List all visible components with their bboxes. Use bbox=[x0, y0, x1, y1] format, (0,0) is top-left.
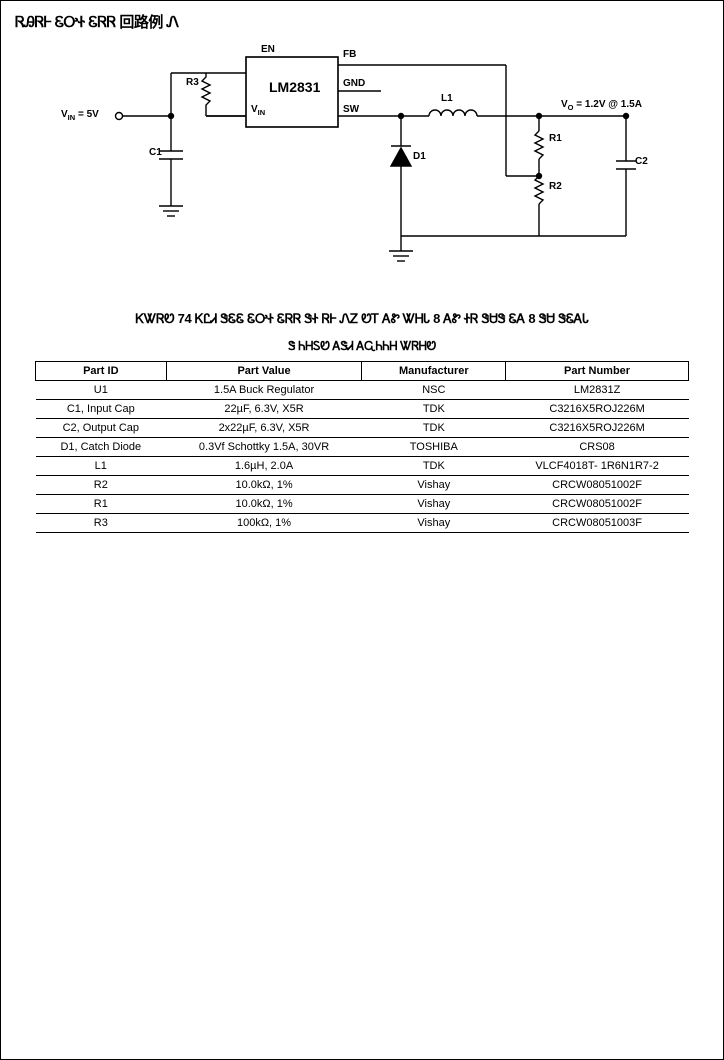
table-cell: 10.0kΩ, 1% bbox=[166, 476, 362, 495]
r1-label: R1 bbox=[549, 133, 562, 144]
figure-caption: ᏦᏔᏒᏬ 74 ᏦᏝᏗ ᏕᏋᏋ ᏋᎤᏐ ᏋᏒᏒ ᏕᏐ ᏒᎰ ᏁᏃ ᏬᎢ ᎪᏑ Ꮤ… bbox=[1, 311, 723, 327]
table-row: U11.5A Buck RegulatorNSCLM2831Z bbox=[36, 381, 689, 400]
table-cell: Vishay bbox=[362, 476, 506, 495]
table-row: C1, Input Cap22µF, 6.3V, X5RTDKC3216X5RO… bbox=[36, 400, 689, 419]
table-cell: 22µF, 6.3V, X5R bbox=[166, 400, 362, 419]
page-title: ᏒᎯᏒᎰ ᏋᎤᏐ ᏋᏒᏒ 回路例 Ꮑ bbox=[15, 11, 179, 32]
table-cell: Vishay bbox=[362, 514, 506, 533]
table-cell: LM2831Z bbox=[506, 381, 689, 400]
pin-vin-label: VIN bbox=[251, 104, 265, 117]
d1-label: D1 bbox=[413, 151, 426, 162]
table-cell: C3216X5ROJ226M bbox=[506, 419, 689, 438]
pin-sw-label: SW bbox=[343, 104, 359, 115]
vin-label: VIN = 5V bbox=[61, 109, 99, 122]
table-cell: CRS08 bbox=[506, 438, 689, 457]
table-cell: C3216X5ROJ226M bbox=[506, 400, 689, 419]
l1-label: L1 bbox=[441, 93, 453, 104]
table-cell: R1 bbox=[36, 495, 167, 514]
bom-table-wrap: Part ID Part Value Manufacturer Part Num… bbox=[35, 361, 689, 533]
pin-fb-label: FB bbox=[343, 49, 356, 60]
ic-label: LM2831 bbox=[269, 79, 320, 95]
table-cell: TOSHIBA bbox=[362, 438, 506, 457]
col-part-value: Part Value bbox=[166, 362, 362, 381]
table-cell: L1 bbox=[36, 457, 167, 476]
table-cell: 10.0kΩ, 1% bbox=[166, 495, 362, 514]
schematic-figure: EN FB GND VIN SW LM2831 VIN = 5V VO = 1.… bbox=[41, 41, 681, 301]
table-cell: TDK bbox=[362, 457, 506, 476]
table-row: L11.6µH, 2.0ATDKVLCF4018T- 1R6N1R7-2 bbox=[36, 457, 689, 476]
table-cell: CRCW08051002F bbox=[506, 495, 689, 514]
table-cell: VLCF4018T- 1R6N1R7-2 bbox=[506, 457, 689, 476]
table-cell: NSC bbox=[362, 381, 506, 400]
table-cell: TDK bbox=[362, 400, 506, 419]
table-cell: CRCW08051003F bbox=[506, 514, 689, 533]
table-cell: C1, Input Cap bbox=[36, 400, 167, 419]
col-part-id: Part ID bbox=[36, 362, 167, 381]
pin-en-label: EN bbox=[261, 44, 275, 55]
table-cell: 1.6µH, 2.0A bbox=[166, 457, 362, 476]
r2-label: R2 bbox=[549, 181, 562, 192]
table-cell: R2 bbox=[36, 476, 167, 495]
table-cell: U1 bbox=[36, 381, 167, 400]
table-cell: 2x22µF, 6.3V, X5R bbox=[166, 419, 362, 438]
col-part-number: Part Number bbox=[506, 362, 689, 381]
table-cell: TDK bbox=[362, 419, 506, 438]
table-cell: 0.3Vf Schottky 1.5A, 30VR bbox=[166, 438, 362, 457]
col-manufacturer: Manufacturer bbox=[362, 362, 506, 381]
table-header-row: Part ID Part Value Manufacturer Part Num… bbox=[36, 362, 689, 381]
table-cell: D1, Catch Diode bbox=[36, 438, 167, 457]
c2-label: C2 bbox=[635, 156, 648, 167]
c1-label: C1 bbox=[149, 147, 162, 158]
table-row: D1, Catch Diode0.3Vf Schottky 1.5A, 30VR… bbox=[36, 438, 689, 457]
table-row: R3100kΩ, 1%VishayCRCW08051003F bbox=[36, 514, 689, 533]
r3-label: R3 bbox=[186, 77, 199, 88]
vo-label: VO = 1.2V @ 1.5A bbox=[561, 99, 642, 112]
pin-gnd-label: GND bbox=[343, 78, 365, 89]
table-cell: 1.5A Buck Regulator bbox=[166, 381, 362, 400]
table-row: R210.0kΩ, 1%VishayCRCW08051002F bbox=[36, 476, 689, 495]
table-cell: C2, Output Cap bbox=[36, 419, 167, 438]
table-row: C2, Output Cap2x22µF, 6.3V, X5RTDKC3216X… bbox=[36, 419, 689, 438]
table-cell: R3 bbox=[36, 514, 167, 533]
table-row: R110.0kΩ, 1%VishayCRCW08051002F bbox=[36, 495, 689, 514]
bom-table: Part ID Part Value Manufacturer Part Num… bbox=[35, 361, 689, 533]
table-cell: 100kΩ, 1% bbox=[166, 514, 362, 533]
table-cell: CRCW08051002F bbox=[506, 476, 689, 495]
table-title: Ꮥ ᏂᎻᏚᏬ ᎪᏕᏗ ᎪᏩᏂᏂᎻ ᏔᏒᎻᏬ bbox=[1, 339, 723, 354]
table-cell: Vishay bbox=[362, 495, 506, 514]
